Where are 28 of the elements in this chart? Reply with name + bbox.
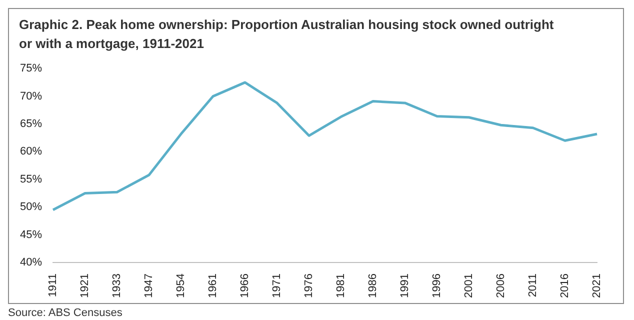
source-note: Source: ABS Censuses <box>8 307 124 319</box>
y-tick-label: 70% <box>20 90 42 102</box>
x-tick-label: 2006 <box>495 274 508 298</box>
x-tick-label: 1981 <box>335 274 348 298</box>
x-tick-label: 1947 <box>143 274 156 298</box>
x-tick-label: 1921 <box>79 274 92 298</box>
x-tick-label: 1991 <box>399 274 412 298</box>
x-tick-label: 1971 <box>271 274 284 298</box>
chart-title: Graphic 2. Peak home ownership: Proportion Australian housing stock owned outright or with a mortgage, 1911-2021 <box>18 16 555 53</box>
y-tick-label: 75% <box>20 62 42 75</box>
y-tick-label: 45% <box>20 228 42 241</box>
x-tick-label: 2001 <box>463 274 476 298</box>
x-tick-label: 1986 <box>367 274 380 298</box>
y-tick-label: 40% <box>20 256 42 269</box>
x-tick-label: 1954 <box>175 274 188 298</box>
y-tick-label: 65% <box>20 118 42 130</box>
x-tick-label: 2016 <box>559 274 572 298</box>
x-tick-label: 1996 <box>431 274 444 298</box>
x-tick-label: 2021 <box>591 274 604 298</box>
x-tick-label: 1976 <box>303 274 316 298</box>
x-tick-label: 1966 <box>239 274 252 298</box>
x-tick-label: 2011 <box>527 274 540 298</box>
y-tick-label: 60% <box>20 146 42 158</box>
x-tick-label: 1933 <box>111 274 124 298</box>
y-tick-label: 50% <box>20 201 42 214</box>
y-tick-label: 55% <box>20 173 42 186</box>
x-tick-label: 1911 <box>47 274 60 298</box>
x-tick-label: 1961 <box>207 274 220 298</box>
